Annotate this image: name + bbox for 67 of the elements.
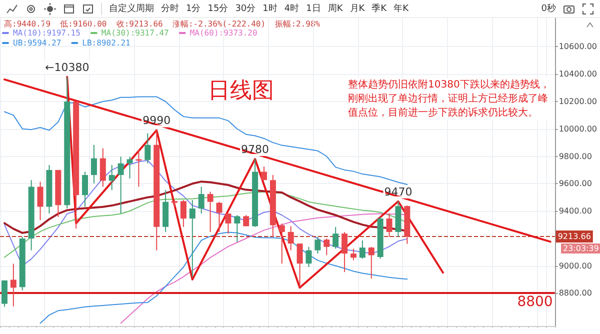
candlestick (100, 148, 106, 188)
text: 1时 (262, 2, 278, 15)
y-tick-label: 9000.00 (558, 261, 592, 270)
annotation: 9470 (384, 185, 412, 198)
legend-label: UB:9594.27 (13, 38, 62, 48)
candlestick (314, 236, 321, 254)
candlestick (350, 248, 356, 261)
candlestick (260, 166, 267, 181)
candlestick (37, 181, 44, 221)
candlestick (118, 156, 124, 214)
y-tick-label: 9600.00 (558, 179, 592, 188)
y-tick-label: 10000.00 (558, 124, 597, 134)
candlestick (225, 212, 232, 234)
candlestick (1, 280, 8, 308)
candlestick (189, 200, 196, 278)
annotation: 整体趋势仍旧依附10380下跌以来的趋势线，刚刚出现了单边行情，证明上方已经形成了峰值点位，目前进一步下跌的诉求仍比较大。 (348, 78, 550, 118)
legend-label: MA(60):9373.20 (190, 28, 258, 38)
candlestick (126, 156, 133, 179)
y-tick-label: 10600.00 (558, 42, 597, 52)
text: 年K (394, 2, 408, 15)
legend-label: LB:8902.21 (82, 38, 131, 48)
candlestick (386, 212, 392, 238)
legend-label: MA(30):9317.47 (101, 28, 170, 38)
candlestick (288, 226, 294, 251)
candlestick (144, 132, 151, 164)
candlestick (82, 171, 88, 208)
annotation: ←10380 (45, 60, 90, 74)
legend-label: MA(10):9197.15 (13, 28, 81, 38)
y-tick-label: 10400.00 (558, 70, 597, 79)
text: 分时 (161, 2, 179, 15)
candlestick (359, 240, 366, 260)
text: 30分 (235, 2, 256, 15)
candlestick (342, 231, 348, 273)
candlestick (90, 144, 97, 184)
candlestick (296, 243, 303, 288)
text: 周K (328, 3, 343, 15)
y-tick-label: 9800.00 (558, 152, 592, 161)
candlestick (10, 263, 16, 307)
y-tick-label: 8800.00 (558, 288, 592, 298)
candlestick (108, 164, 115, 191)
line-series (40, 232, 408, 324)
ref-line-label: 9213.66 (558, 232, 591, 242)
text: 1日 (306, 3, 321, 15)
text: 15分 (208, 2, 228, 15)
candlestick (216, 201, 222, 232)
candlestick (234, 214, 240, 242)
candlestick (332, 226, 339, 250)
annotation: 9780 (241, 142, 270, 156)
text: 4时 (284, 2, 300, 15)
candlestick (180, 200, 186, 228)
text: 月K (350, 3, 365, 15)
text: 1分 (186, 2, 201, 15)
candlestick (324, 238, 330, 256)
ref-line-label: 8800 (517, 294, 553, 310)
y-tick-label: 10200.00 (558, 97, 597, 106)
candlestick (306, 246, 312, 268)
annotation: 9990 (142, 114, 171, 128)
candlestick (198, 186, 204, 214)
text: 0秒 (541, 2, 556, 15)
y-tick-label: 9400.00 (558, 206, 592, 216)
candlestick (278, 222, 285, 264)
text: 日线图 (208, 78, 274, 104)
candlestick (207, 191, 214, 232)
text: 自定义周期 (109, 2, 154, 15)
text: 23:03:39 (563, 244, 599, 254)
text: 季K (372, 2, 387, 15)
candlestick (368, 246, 374, 280)
